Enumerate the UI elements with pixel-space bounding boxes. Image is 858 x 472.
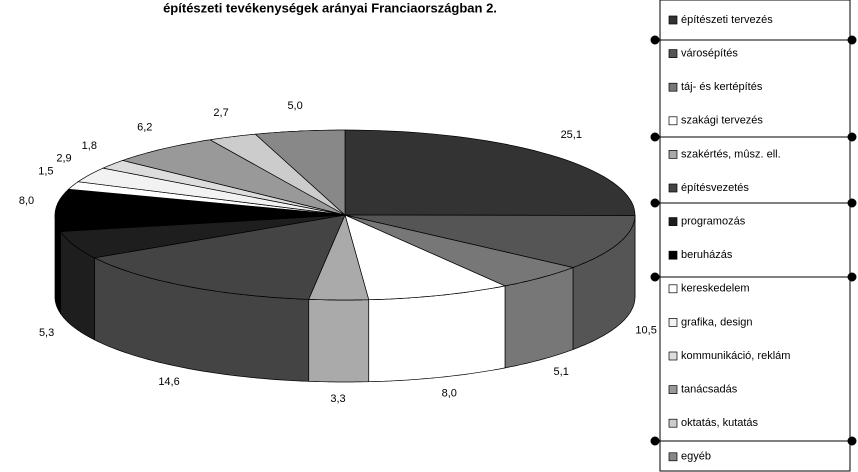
slice	[254, 129, 346, 216]
legend-label: városépítés	[681, 48, 738, 60]
data-label: 1,5	[38, 165, 53, 177]
data-label: 25,1	[561, 129, 582, 141]
data-label: 1,8	[82, 140, 97, 152]
legend-swatch	[668, 49, 678, 58]
data-label: 8,0	[19, 195, 34, 207]
slice	[308, 213, 370, 301]
data-label: 2,7	[213, 107, 228, 119]
legend-box	[659, 0, 851, 472]
data-label: 10,5	[635, 325, 656, 337]
data-label: 3,3	[330, 393, 345, 405]
data-label: 14,6	[158, 376, 179, 388]
data-label: 6,2	[137, 122, 152, 134]
legend-label: tanácsadás	[681, 384, 738, 396]
chart-title: építészeti tevékenységek arányai Francia…	[163, 0, 497, 15]
legend-label: egyéb	[681, 451, 711, 463]
legend-label: beruházás	[681, 249, 733, 261]
legend-swatch	[668, 385, 678, 394]
slice	[344, 214, 636, 268]
legend-swatch	[668, 15, 678, 25]
legend-swatch	[668, 150, 678, 159]
legend-label: programozás	[681, 216, 746, 228]
slice	[101, 160, 346, 216]
slice-side	[308, 298, 370, 383]
legend-decor	[650, 35, 857, 446]
legend-label: táj- és kertépítés	[681, 81, 763, 93]
slice	[54, 188, 346, 232]
legend-label: grafika, design	[681, 316, 753, 328]
slice	[344, 214, 507, 301]
data-label: 2,9	[56, 153, 71, 165]
slice	[344, 129, 636, 216]
slice	[209, 133, 346, 216]
data-label: 5,1	[554, 366, 569, 378]
data-label: 5,0	[287, 100, 302, 112]
legend-label: szakértés, mûsz. ell.	[681, 148, 781, 160]
legend-swatch	[668, 418, 678, 428]
legend-swatch	[668, 82, 678, 92]
data-label: 5,3	[39, 327, 54, 339]
slice	[344, 214, 575, 287]
legend-label: oktatás, kutatás	[681, 417, 759, 429]
legend-swatch	[668, 452, 678, 462]
legend-swatch	[668, 183, 678, 193]
slice-side	[368, 285, 506, 383]
legend-label: építésvezetés	[681, 182, 749, 194]
legend-label: építészeti tervezés	[681, 14, 773, 26]
slice	[121, 139, 346, 216]
legend-swatch	[668, 351, 678, 361]
slice	[93, 214, 346, 300]
legend-swatch	[668, 217, 678, 226]
legend-swatch	[668, 116, 678, 126]
legend-swatch	[668, 250, 678, 260]
legend-label: kereskedelem	[681, 283, 749, 295]
legend-swatch	[668, 284, 678, 294]
slice	[76, 167, 346, 216]
slice	[59, 214, 346, 259]
legend-label: szakági tervezés	[681, 115, 763, 127]
legend-swatch	[668, 318, 678, 327]
data-label: 8,0	[442, 387, 457, 399]
legend-label: kommunikáció, reklám	[681, 350, 790, 362]
